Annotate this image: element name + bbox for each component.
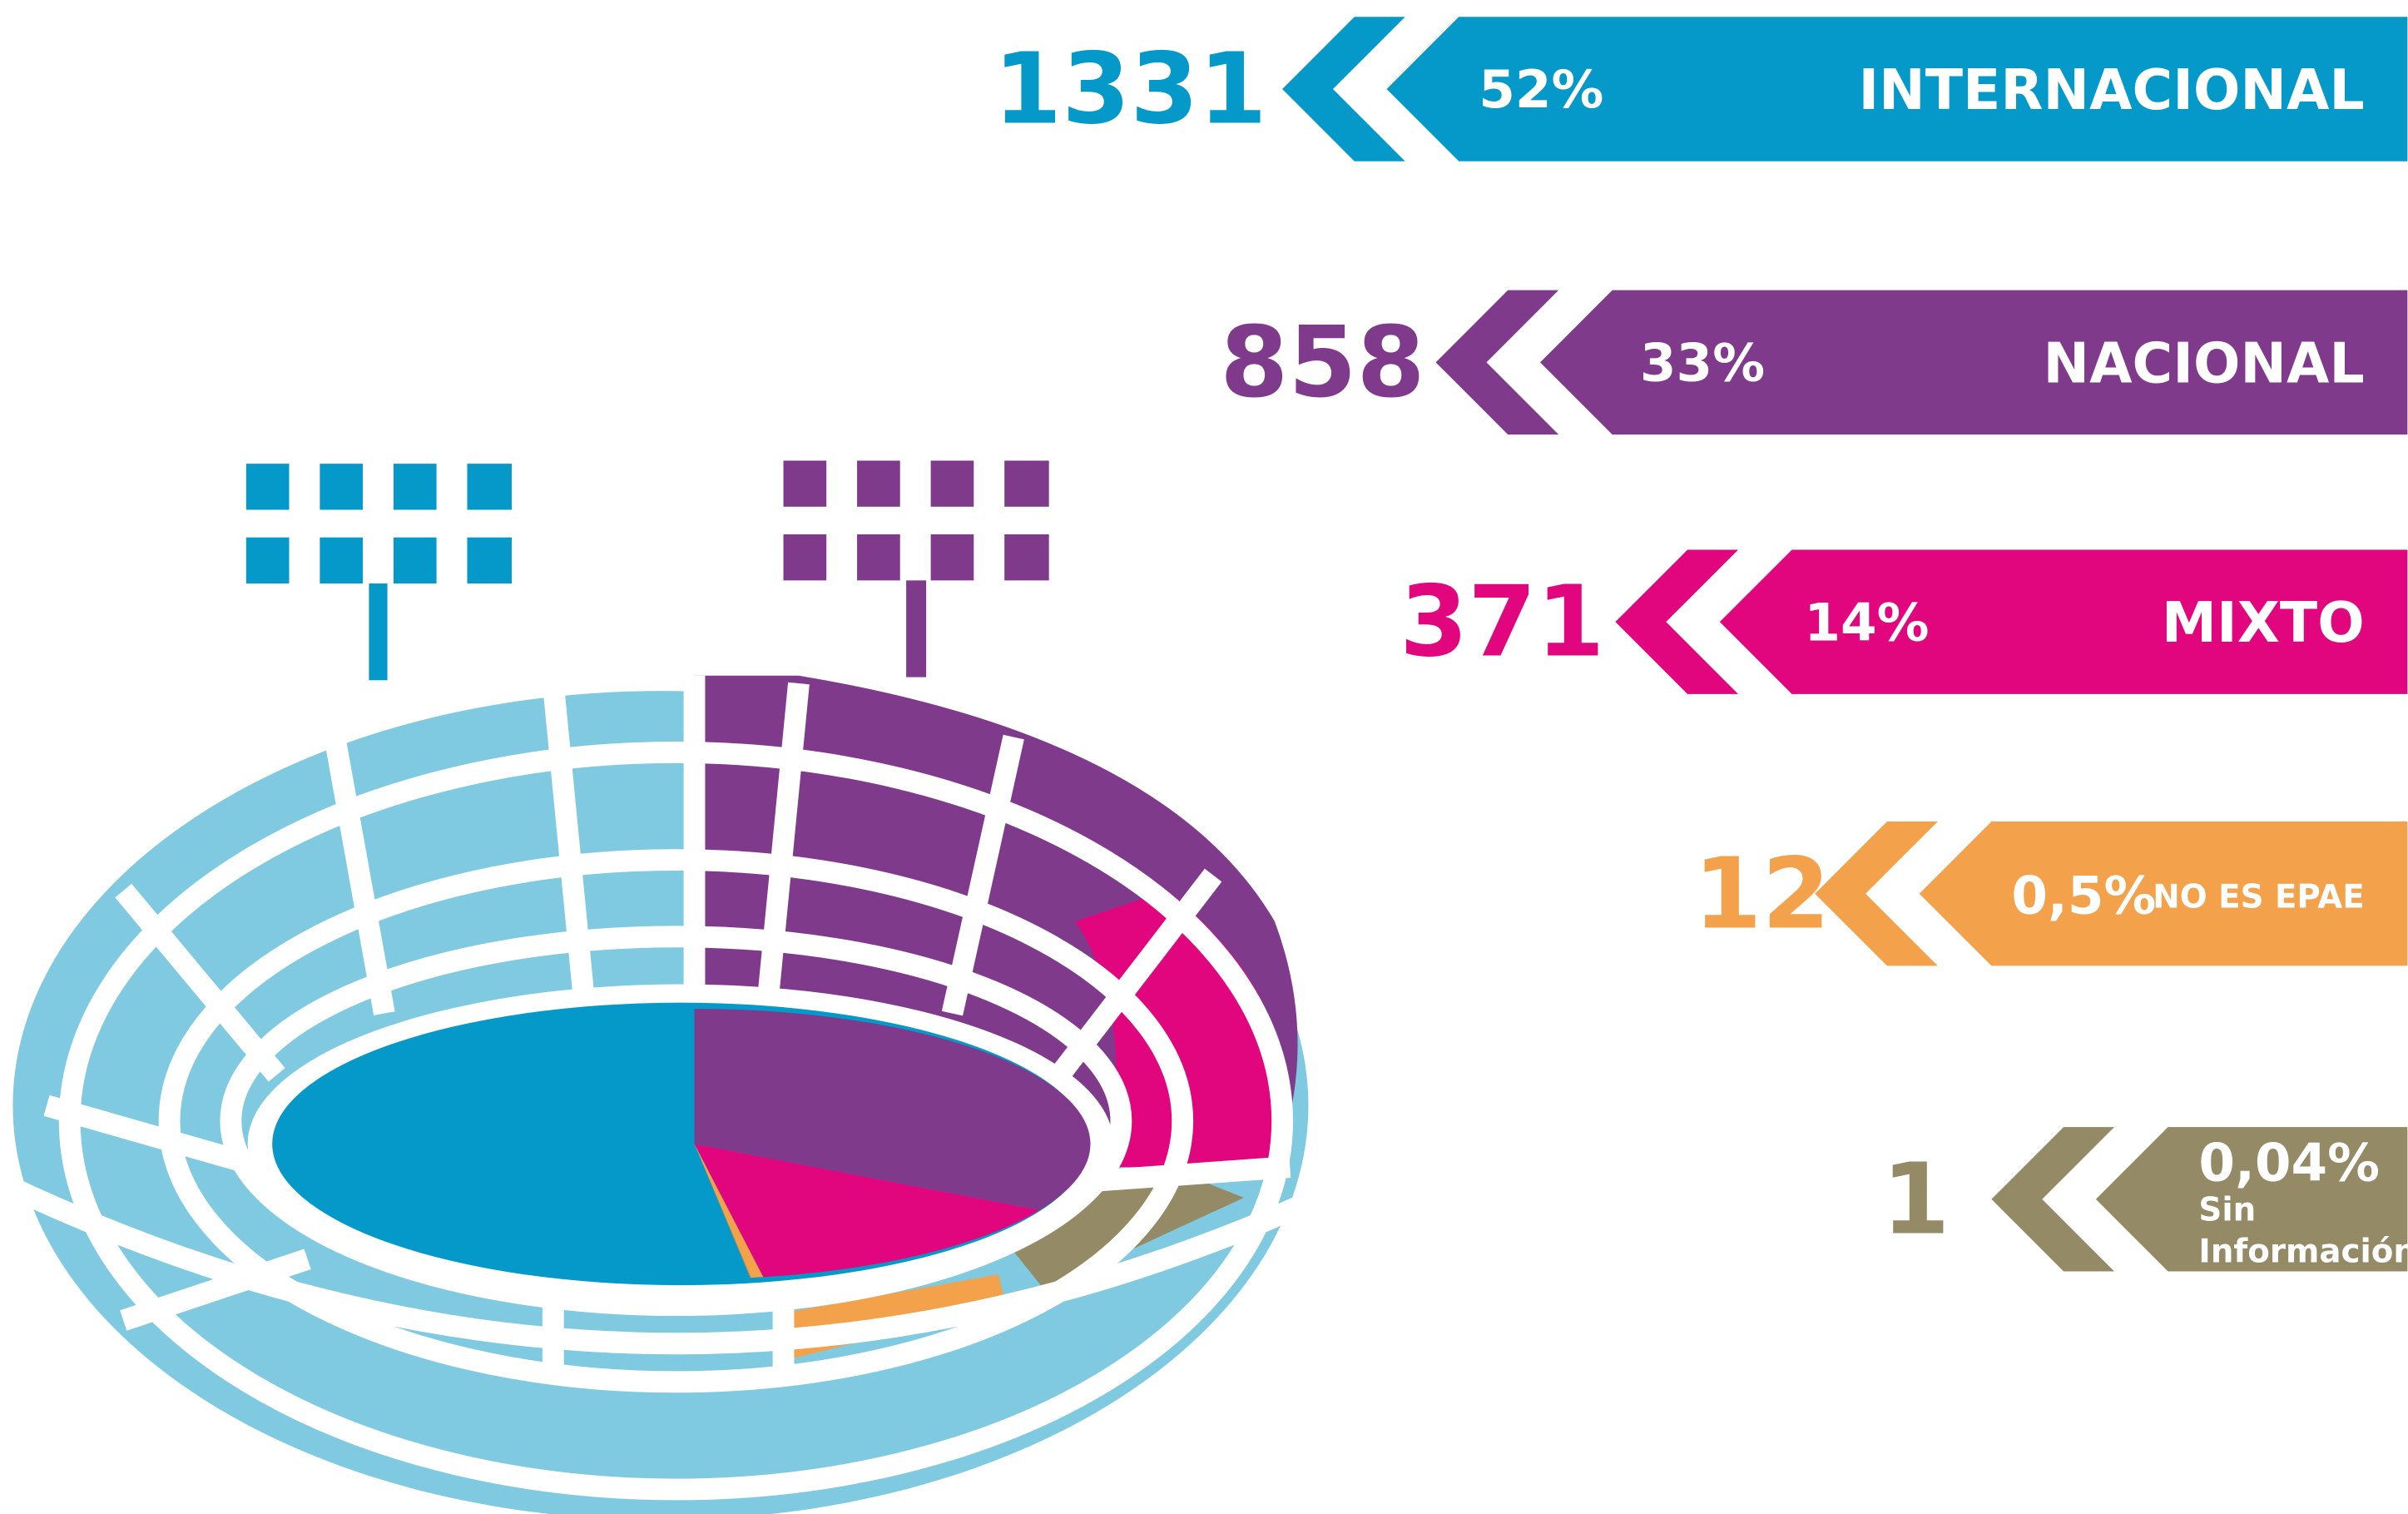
category-label: NO ES EPAE [2153, 878, 2364, 916]
page: {"chart_data": {"type": "pie", "categori… [0, 0, 2408, 1514]
count: 12 [1693, 836, 1830, 951]
stadium [1, 460, 1351, 1514]
category-label: NACIONAL [2044, 330, 2365, 395]
infographic: 1331 52% INTERNACIONAL 858 33% NACIONAL 371 14%… [0, 0, 2408, 1514]
floodlight-left [246, 464, 512, 680]
count: 1 [1881, 1141, 1950, 1256]
percent-label: 0,04% [2198, 1133, 2380, 1194]
percent-label: 14% [1804, 592, 1929, 653]
percent-label: 33% [1640, 333, 1765, 394]
category-label: INTERNACIONAL [1858, 57, 2364, 122]
floodlight-right [784, 460, 1049, 677]
count: 1331 [993, 32, 1267, 146]
chevron [1282, 17, 1405, 161]
count: 371 [1400, 564, 1604, 679]
category-label: MIXTO [2162, 590, 2365, 655]
percent-label: 52% [1479, 59, 1603, 120]
pie [299, 1009, 1091, 1279]
percent-label: 0,5% [2011, 866, 2156, 926]
count: 858 [1220, 305, 1424, 419]
